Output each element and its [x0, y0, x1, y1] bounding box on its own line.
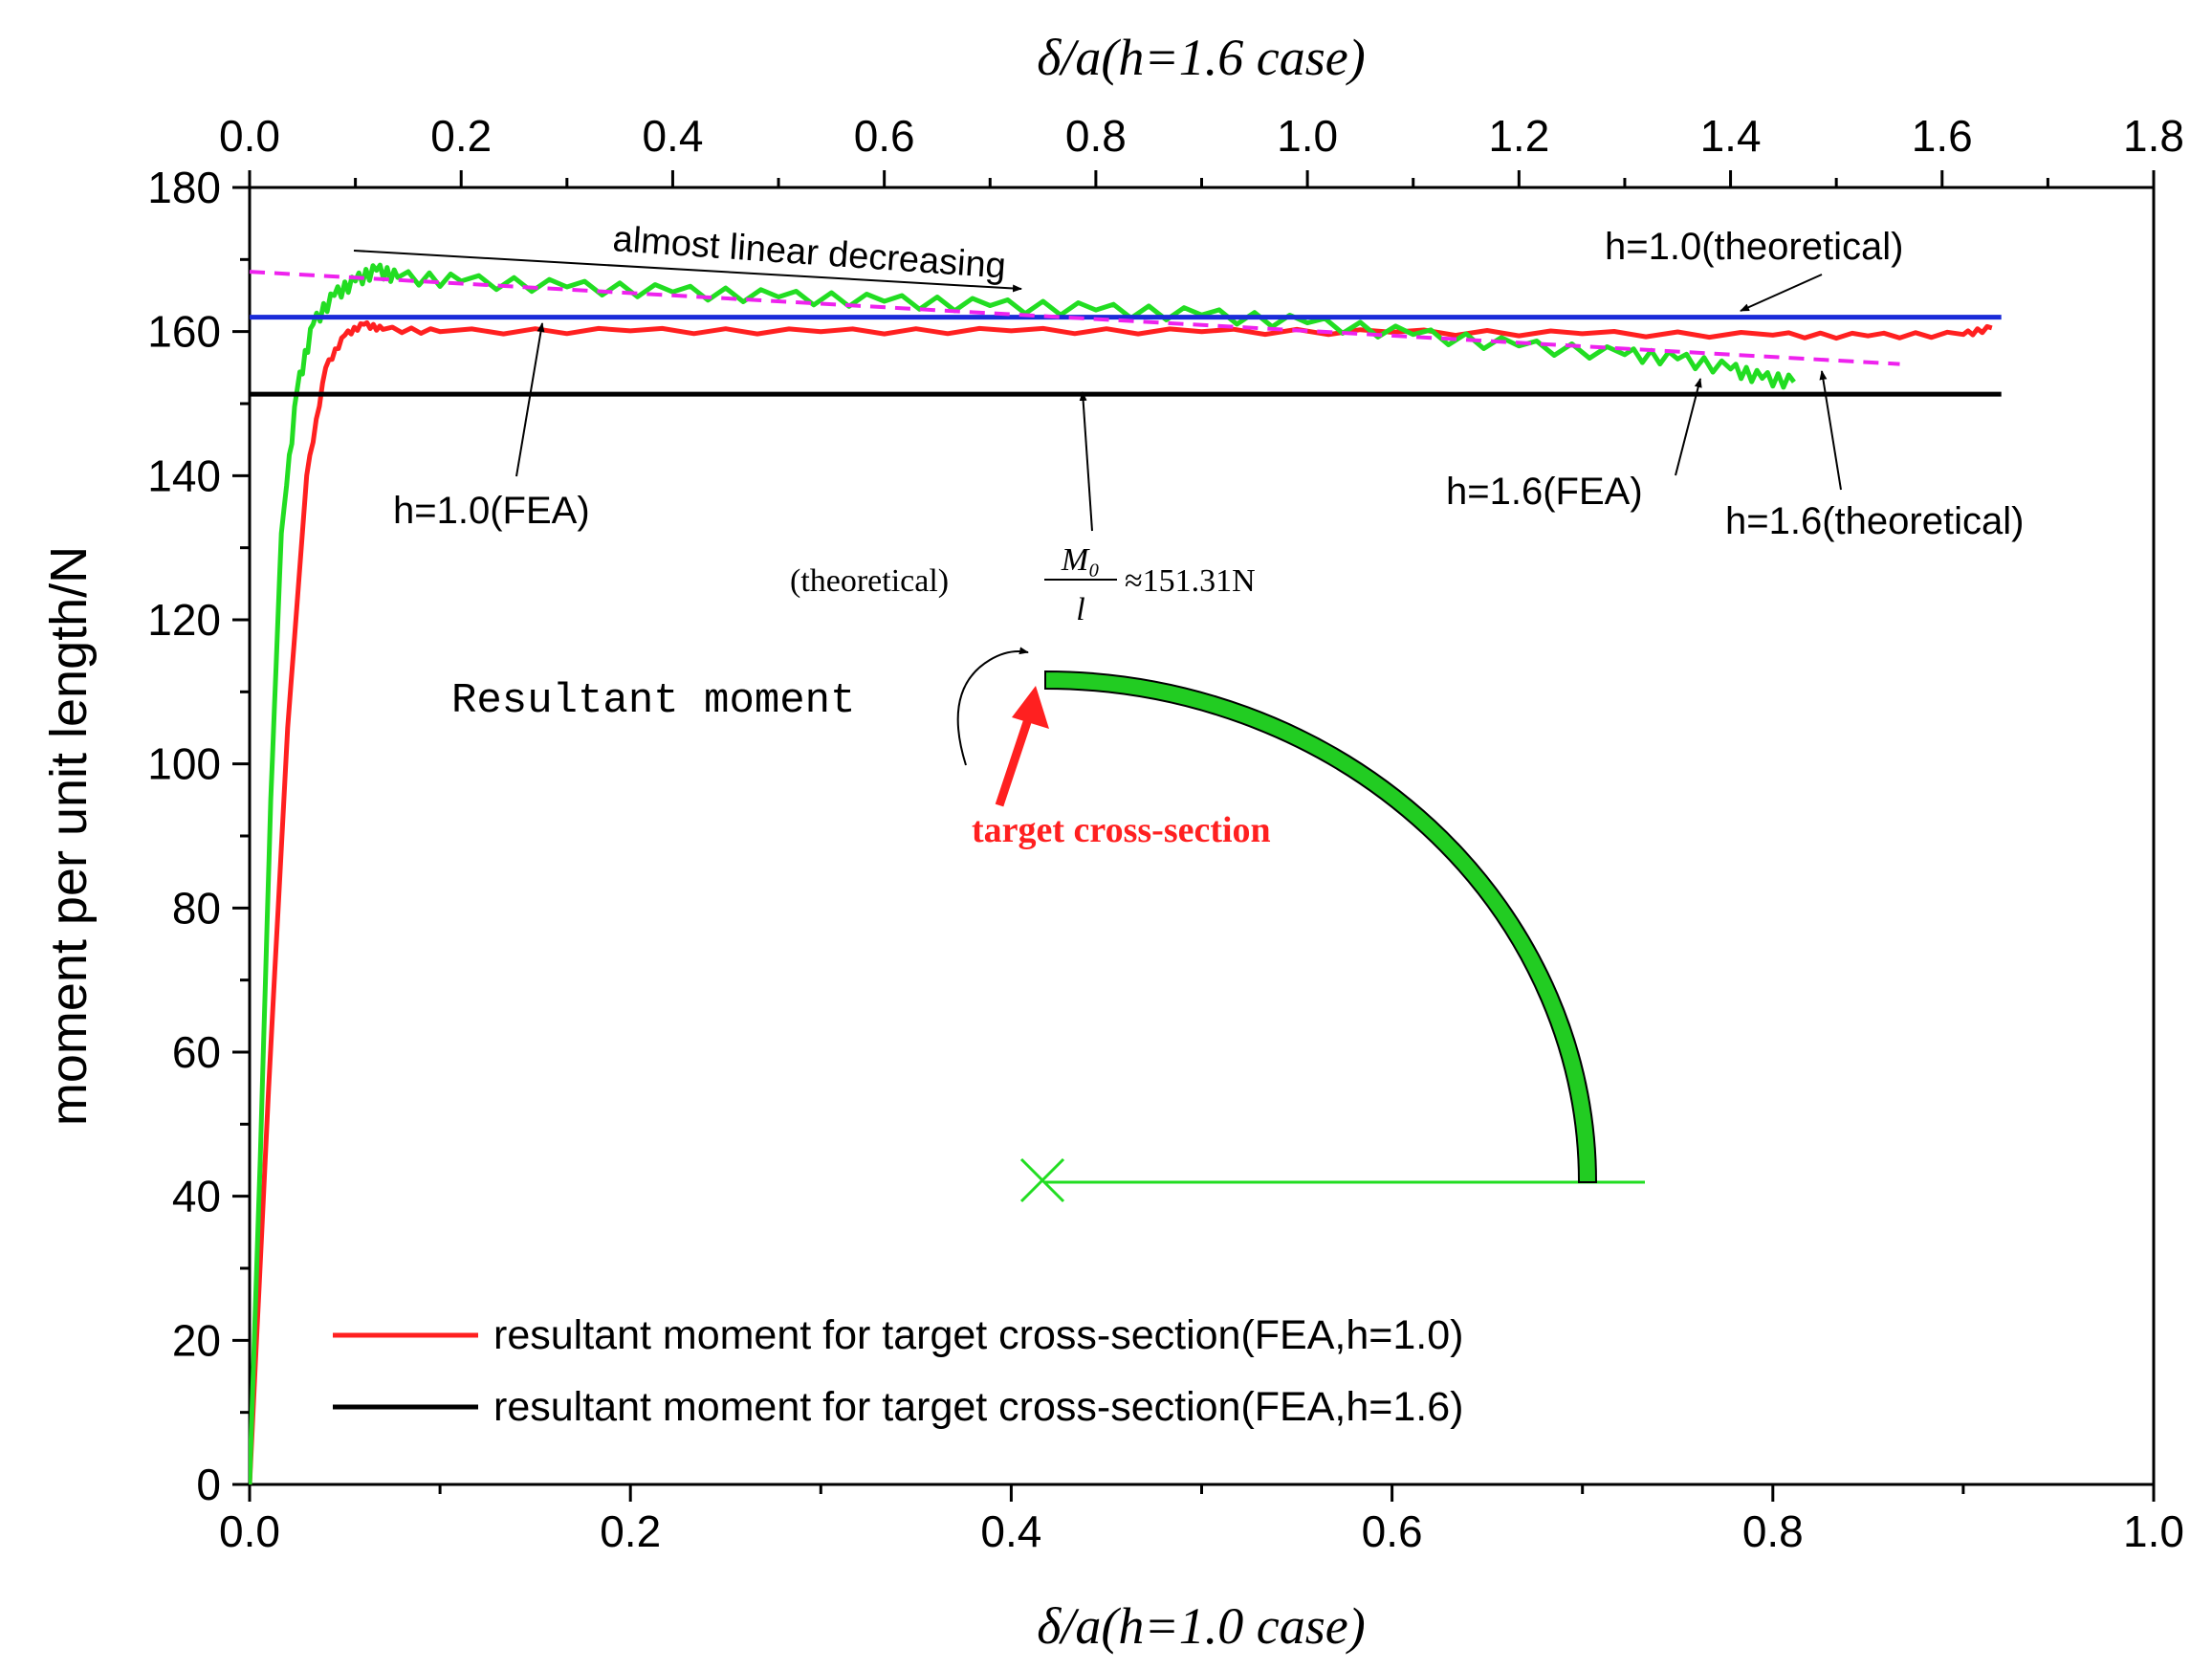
label-h10-theoretical: h=1.0(theoretical)	[1605, 226, 1903, 268]
annotation-arrows	[353, 250, 1842, 532]
top-tick-label: 1.8	[2123, 111, 2184, 161]
cross-section-schematic: Resultant moment target cross-section	[451, 647, 1645, 1203]
series-layer	[249, 262, 2002, 1485]
label-h10-fea: h=1.0(FEA)	[393, 490, 590, 532]
target-arrow-shaft	[995, 717, 1033, 807]
y-tick-label: 80	[172, 883, 221, 933]
moment-curl-icon	[956, 647, 1029, 766]
y-tick-label: 20	[172, 1315, 221, 1365]
m0-value: ≈151.31N	[1125, 563, 1256, 599]
label-target-cross-section: target cross-section	[972, 810, 1271, 850]
bottom-tick-label: 0.8	[1742, 1506, 1804, 1556]
legend-label-1: resultant moment for target cross-sectio…	[493, 1312, 1464, 1358]
top-tick-label: 0.8	[1065, 111, 1127, 161]
bottom-x-axis: 0.0 0.2 0.4 0.6 0.8 1.0	[219, 1484, 2184, 1556]
arrow-h16-fea	[1675, 378, 1702, 476]
top-tick-label: 1.2	[1488, 111, 1549, 161]
arrow-h10-theoretical	[1740, 274, 1823, 312]
legend: resultant moment for target cross-sectio…	[333, 1312, 1464, 1430]
bottom-tick-label: 0.0	[219, 1506, 280, 1556]
top-tick-label: 0.2	[430, 111, 492, 161]
series-h-1-0-fea-	[249, 319, 1993, 1485]
bottom-tick-label: 0.2	[600, 1506, 661, 1556]
y-tick-label: 180	[147, 163, 221, 212]
quarter-ring	[1044, 670, 1598, 1183]
top-tick-label: 1.6	[1912, 111, 1973, 161]
arrow-m0	[1079, 391, 1093, 532]
top-x-axis: 0.0 0.2 0.4 0.6 0.8 1.0 1.2 1.4 1.6 1.8	[219, 111, 2184, 187]
m0-numerator: M₀	[1061, 542, 1100, 578]
arrow-h10-fea	[515, 322, 545, 477]
label-resultant-moment: Resultant moment	[451, 677, 855, 725]
y-axis: 0 20 40 60 80 100 120 140 160 180	[147, 163, 250, 1509]
top-axis-title: δ/a(h=1.6 case)	[1037, 29, 1365, 86]
series-h-1-6-theoretical-	[249, 270, 1900, 366]
y-axis-title: moment per unit length/N	[40, 546, 98, 1126]
y-tick-label: 0	[196, 1460, 221, 1509]
y-tick-label: 40	[172, 1172, 221, 1221]
top-tick-label: 0.0	[219, 111, 280, 161]
center-cross-icon	[1019, 1157, 1065, 1203]
m0-denominator: l	[1076, 592, 1084, 627]
m0-formula: (theoretical) M₀ l ≈151.31N	[790, 542, 1256, 627]
y-tick-label: 100	[147, 739, 221, 789]
bottom-tick-label: 0.4	[980, 1506, 1041, 1556]
target-arrow-head-icon	[1012, 686, 1049, 729]
bottom-tick-label: 1.0	[2123, 1506, 2184, 1556]
label-h16-theoretical: h=1.6(theoretical)	[1725, 500, 2024, 542]
top-tick-label: 1.0	[1277, 111, 1338, 161]
y-tick-label: 60	[172, 1027, 221, 1077]
y-tick-label: 140	[147, 450, 221, 500]
y-tick-label: 160	[147, 307, 221, 357]
top-tick-label: 0.6	[854, 111, 915, 161]
bottom-tick-label: 0.6	[1362, 1506, 1423, 1556]
series-h-1-6-fea-	[249, 262, 1796, 1485]
top-tick-label: 1.4	[1700, 111, 1762, 161]
top-tick-label: 0.4	[642, 111, 703, 161]
y-tick-label: 120	[147, 595, 221, 645]
label-h16-fea: h=1.6(FEA)	[1446, 471, 1643, 513]
legend-label-2: resultant moment for target cross-sectio…	[493, 1384, 1464, 1430]
bottom-axis-title: δ/a(h=1.0 case)	[1037, 1597, 1365, 1655]
m0-prefix: (theoretical)	[790, 563, 949, 599]
arrow-h16-theoretical	[1819, 370, 1842, 491]
arrow-almost-linear	[353, 250, 1022, 293]
